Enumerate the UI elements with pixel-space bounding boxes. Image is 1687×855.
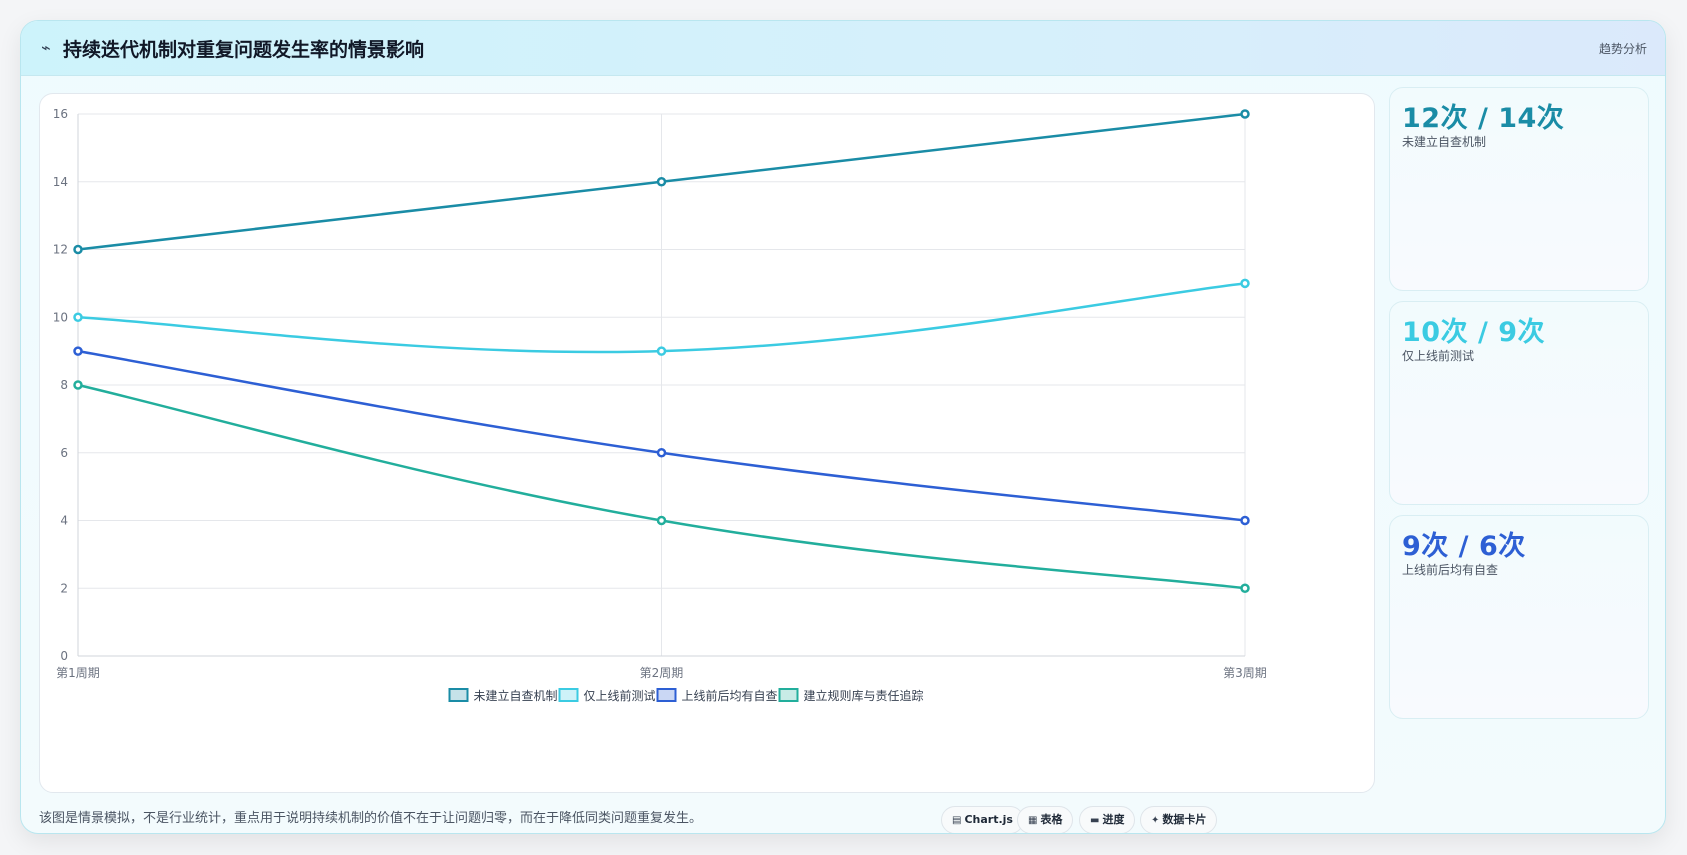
- y-tick-label: 4: [60, 514, 68, 528]
- stat-label: 仅上线前测试: [1402, 349, 1475, 363]
- progress-icon: ▬: [1090, 815, 1100, 826]
- data-point: [73, 312, 83, 322]
- stat-card-no-selfcheck: 12次 / 14次 未建立自查机制: [1389, 87, 1649, 291]
- data-point: [73, 380, 83, 390]
- card-title: 持续迭代机制对重复问题发生率的情景影响: [63, 39, 425, 61]
- data-point: [73, 346, 83, 356]
- y-tick-label: 8: [60, 378, 68, 392]
- chart-panel: 0 2 4 6 8 10 12 14 16 第1周期 第2周期 第3周期未建立自查机制 仅上线前测试 上线…: [39, 93, 1375, 793]
- data-point: [656, 448, 667, 458]
- legend-swatch: [656, 688, 677, 702]
- y-tick-label: 0: [60, 649, 68, 663]
- trend-analysis-label: 趋势分析: [1598, 42, 1647, 56]
- y-tick-label: 10: [53, 310, 68, 324]
- stat-card-pre-post-check: 9次 / 6次 上线前后均有自查: [1389, 515, 1649, 719]
- chart-icon: ▤: [952, 815, 962, 826]
- data-point: [1240, 515, 1250, 526]
- x-tick-label: 第3周期: [1223, 666, 1267, 680]
- chip-data-card[interactable]: ✦ 数据卡片: [1140, 806, 1218, 833]
- sparkle-icon: ✦: [1151, 815, 1160, 826]
- stat-value: 10次 / 9次: [1402, 317, 1546, 348]
- legend-label: 上线前后均有自查: [682, 688, 778, 703]
- card-header: ⌁ 持续迭代机制对重复问题发生率的情景影响 趋势分析: [21, 21, 1665, 76]
- stat-label: 上线前后均有自查: [1402, 563, 1499, 577]
- chip-progress[interactable]: ▬ 进度: [1079, 806, 1136, 833]
- x-tick-label: 第2周期: [640, 666, 684, 680]
- trend-icon: ⌁: [41, 38, 51, 57]
- table-icon: ▦: [1028, 815, 1038, 826]
- stat-value: 9次 / 6次: [1402, 531, 1526, 562]
- data-point: [656, 177, 667, 187]
- stat-value: 12次 / 14次: [1402, 103, 1565, 134]
- stat-label: 未建立自查机制: [1402, 135, 1487, 149]
- y-tick-label: 6: [60, 446, 68, 460]
- chart-card: ⌁ 持续迭代机制对重复问题发生率的情景影响 趋势分析 0 2 4 6 8 10 12 14 16…: [20, 20, 1666, 834]
- data-point: [656, 515, 667, 526]
- y-tick-label: 2: [60, 581, 68, 595]
- chip-label: 数据卡片: [1162, 813, 1207, 826]
- chip-label: 表格: [1040, 813, 1063, 826]
- data-point: [73, 244, 83, 255]
- legend-swatch: [558, 688, 579, 702]
- chip-table[interactable]: ▦ 表格: [1017, 806, 1074, 833]
- legend-label: 仅上线前测试: [584, 688, 656, 703]
- data-point: [656, 346, 667, 356]
- y-tick-label: 16: [53, 107, 68, 121]
- y-tick-label: 14: [53, 175, 68, 189]
- data-point: [1240, 109, 1250, 119]
- legend-label: 未建立自查机制: [474, 688, 558, 703]
- stat-card-pre-release-test: 10次 / 9次 仅上线前测试: [1389, 301, 1649, 505]
- y-tick-label: 12: [53, 243, 68, 257]
- legend-label: 建立规则库与责任追踪: [804, 688, 924, 703]
- chip-chartjs[interactable]: ▤ Chart.js: [941, 806, 1024, 833]
- data-point: [1240, 278, 1250, 289]
- chip-label: 进度: [1102, 813, 1125, 826]
- legend-swatch: [778, 688, 799, 702]
- x-tick-label: 第1周期: [56, 666, 100, 680]
- footnote: 该图是情景模拟，不是行业统计，重点用于说明持续机制的价值不在于让问题归零，而在于…: [39, 811, 703, 826]
- chip-label: Chart.js: [964, 813, 1013, 826]
- legend-swatch: [448, 688, 469, 702]
- data-point: [1240, 583, 1250, 593]
